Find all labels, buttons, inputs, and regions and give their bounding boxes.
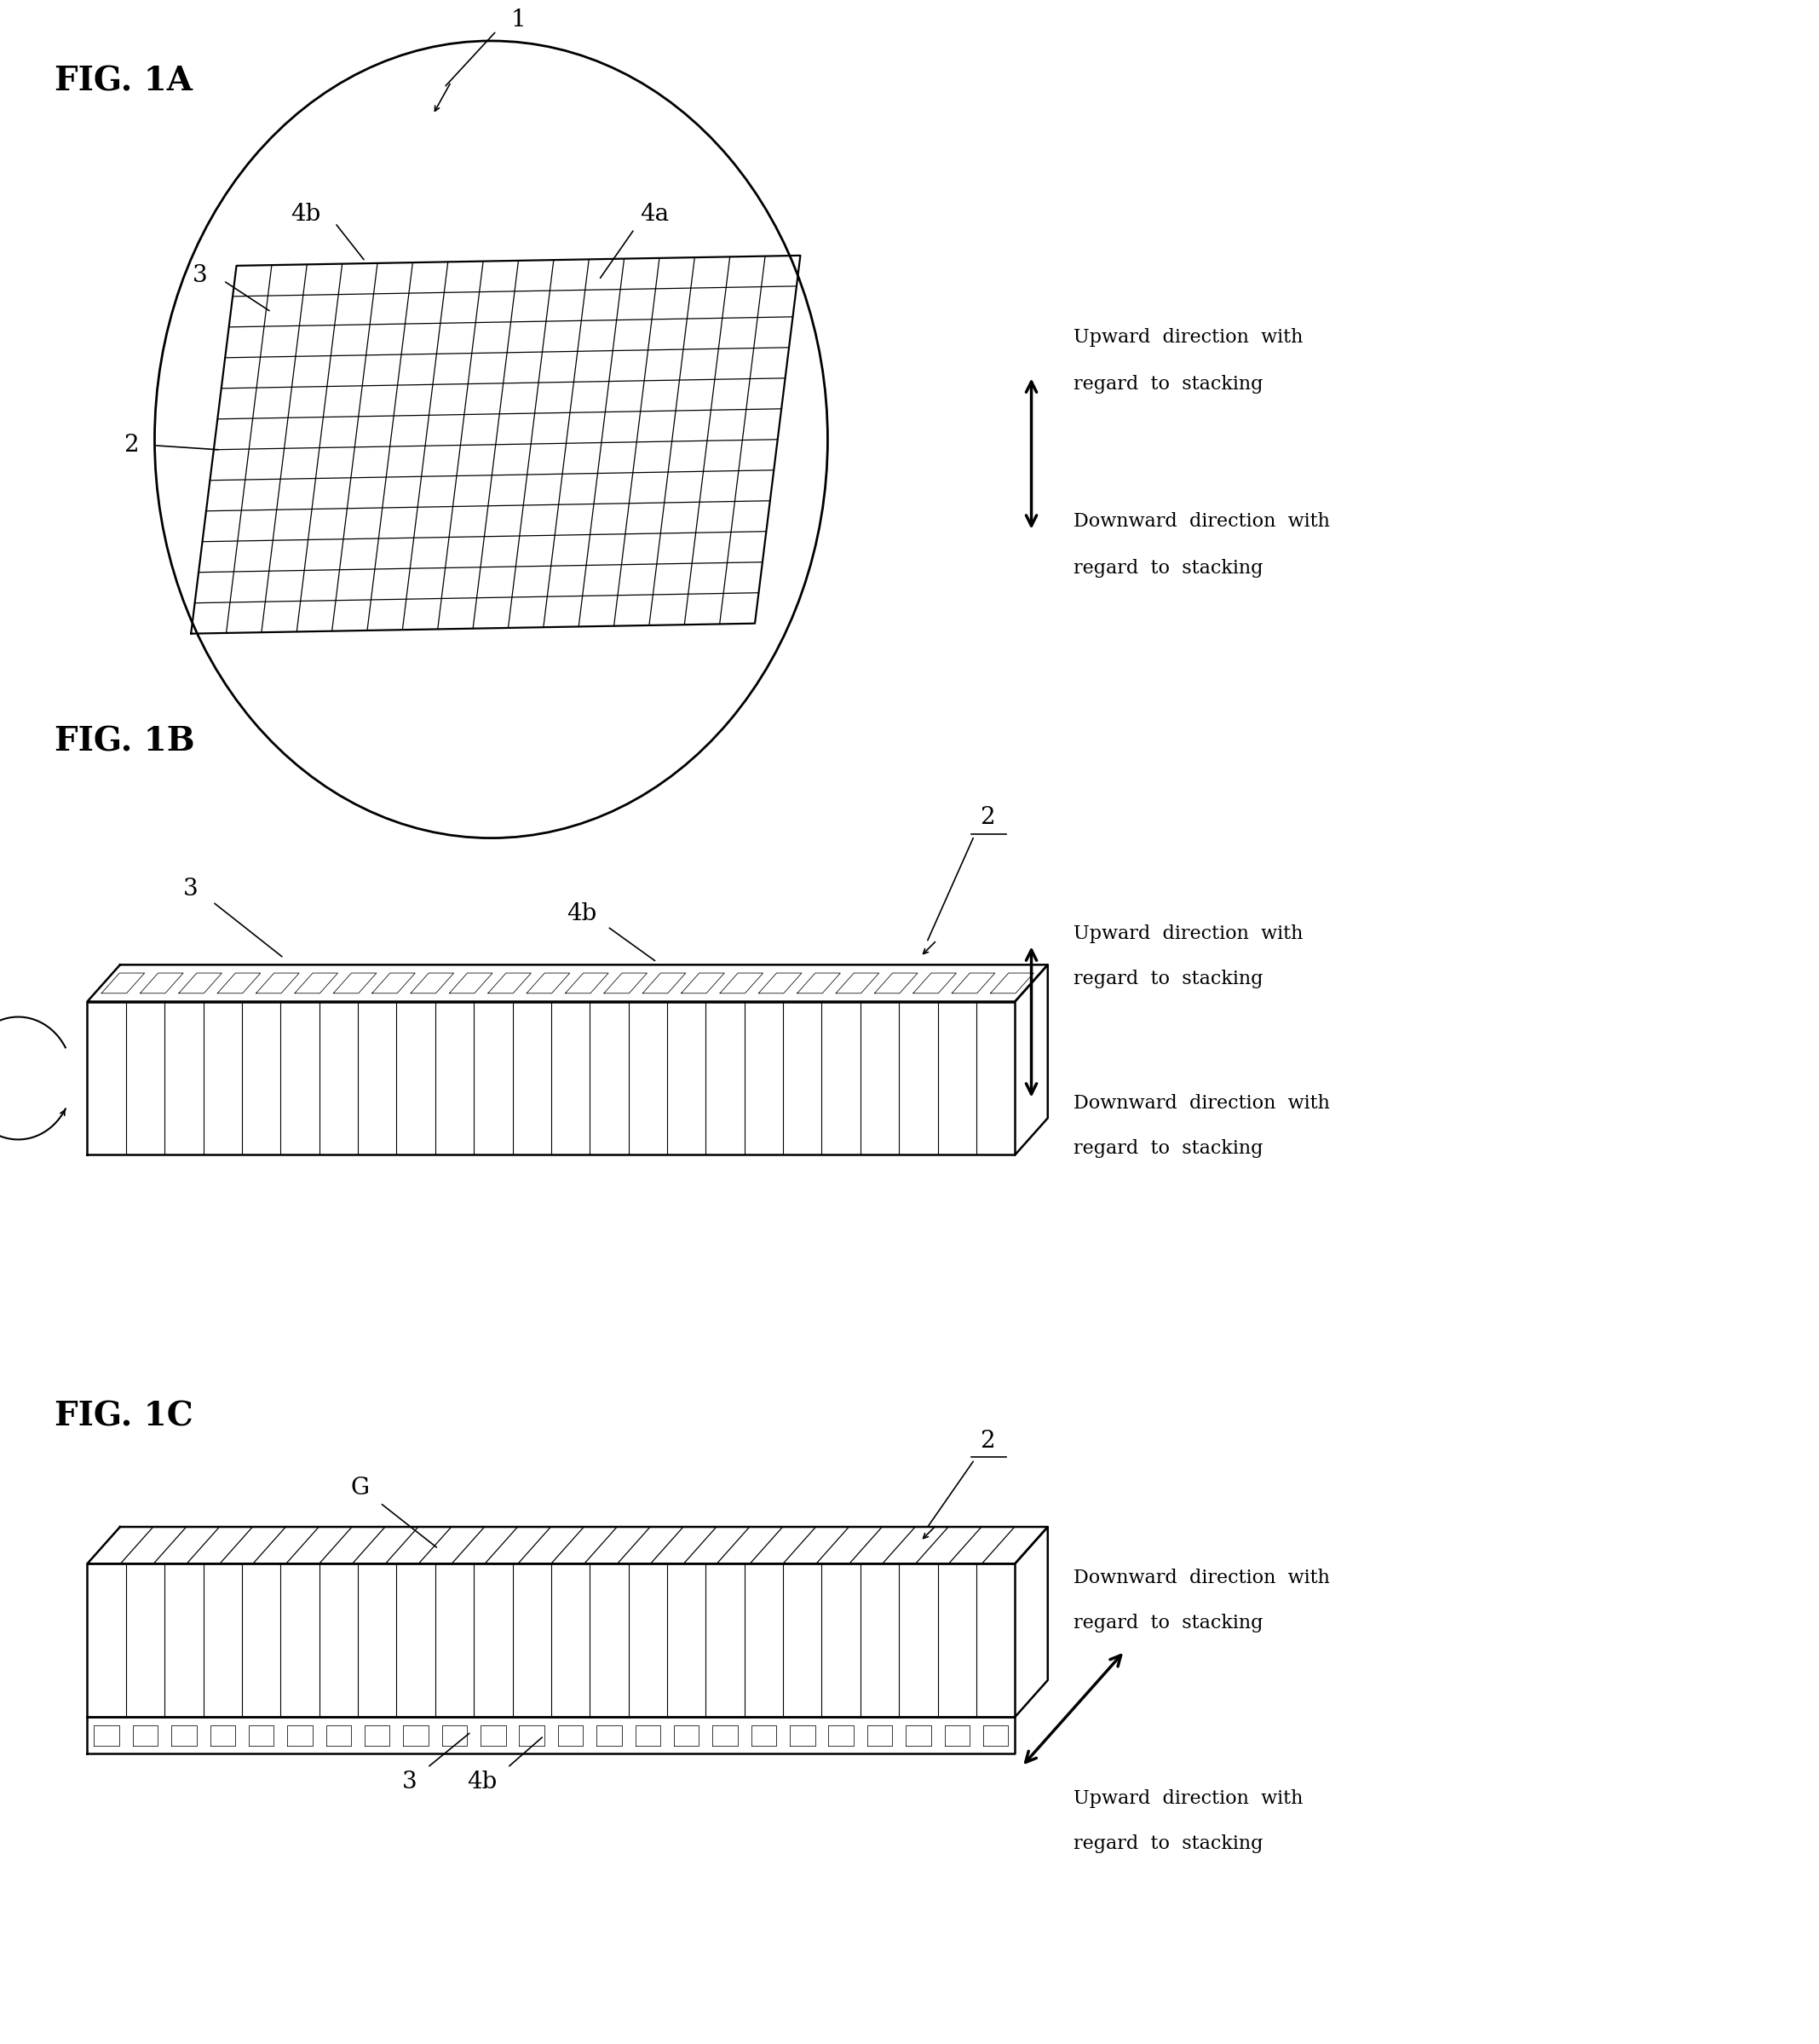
Text: 3: 3 — [402, 1770, 417, 1795]
Text: regard  to  stacking: regard to stacking — [1073, 1139, 1262, 1159]
Text: 3: 3 — [193, 264, 207, 288]
Text: FIG. 1B: FIG. 1B — [55, 726, 195, 758]
Text: G: G — [351, 1476, 369, 1500]
Text: Upward  direction  with: Upward direction with — [1073, 924, 1302, 944]
Text: Upward  direction  with: Upward direction with — [1073, 327, 1302, 347]
Text: regard  to  stacking: regard to stacking — [1073, 1833, 1262, 1854]
Text: 3: 3 — [184, 877, 198, 901]
Text: Upward  direction  with: Upward direction with — [1073, 1788, 1302, 1809]
Text: regard  to  stacking: regard to stacking — [1073, 374, 1262, 394]
Text: 4a: 4a — [640, 202, 669, 227]
Text: 2: 2 — [980, 805, 995, 830]
Text: FIG. 1C: FIG. 1C — [55, 1400, 193, 1433]
Text: 1: 1 — [511, 8, 526, 33]
Text: 2: 2 — [124, 433, 138, 458]
Text: FIG. 1A: FIG. 1A — [55, 65, 193, 98]
Text: Downward  direction  with: Downward direction with — [1073, 1094, 1330, 1114]
Text: Downward  direction  with: Downward direction with — [1073, 1568, 1330, 1588]
Text: regard  to  stacking: regard to stacking — [1073, 558, 1262, 578]
Text: 2: 2 — [980, 1429, 995, 1453]
Text: regard  to  stacking: regard to stacking — [1073, 969, 1262, 989]
Text: Downward  direction  with: Downward direction with — [1073, 511, 1330, 531]
Text: 4b: 4b — [291, 202, 320, 227]
Text: 4b: 4b — [467, 1770, 497, 1795]
Text: 4b: 4b — [568, 901, 597, 926]
Text: regard  to  stacking: regard to stacking — [1073, 1613, 1262, 1633]
